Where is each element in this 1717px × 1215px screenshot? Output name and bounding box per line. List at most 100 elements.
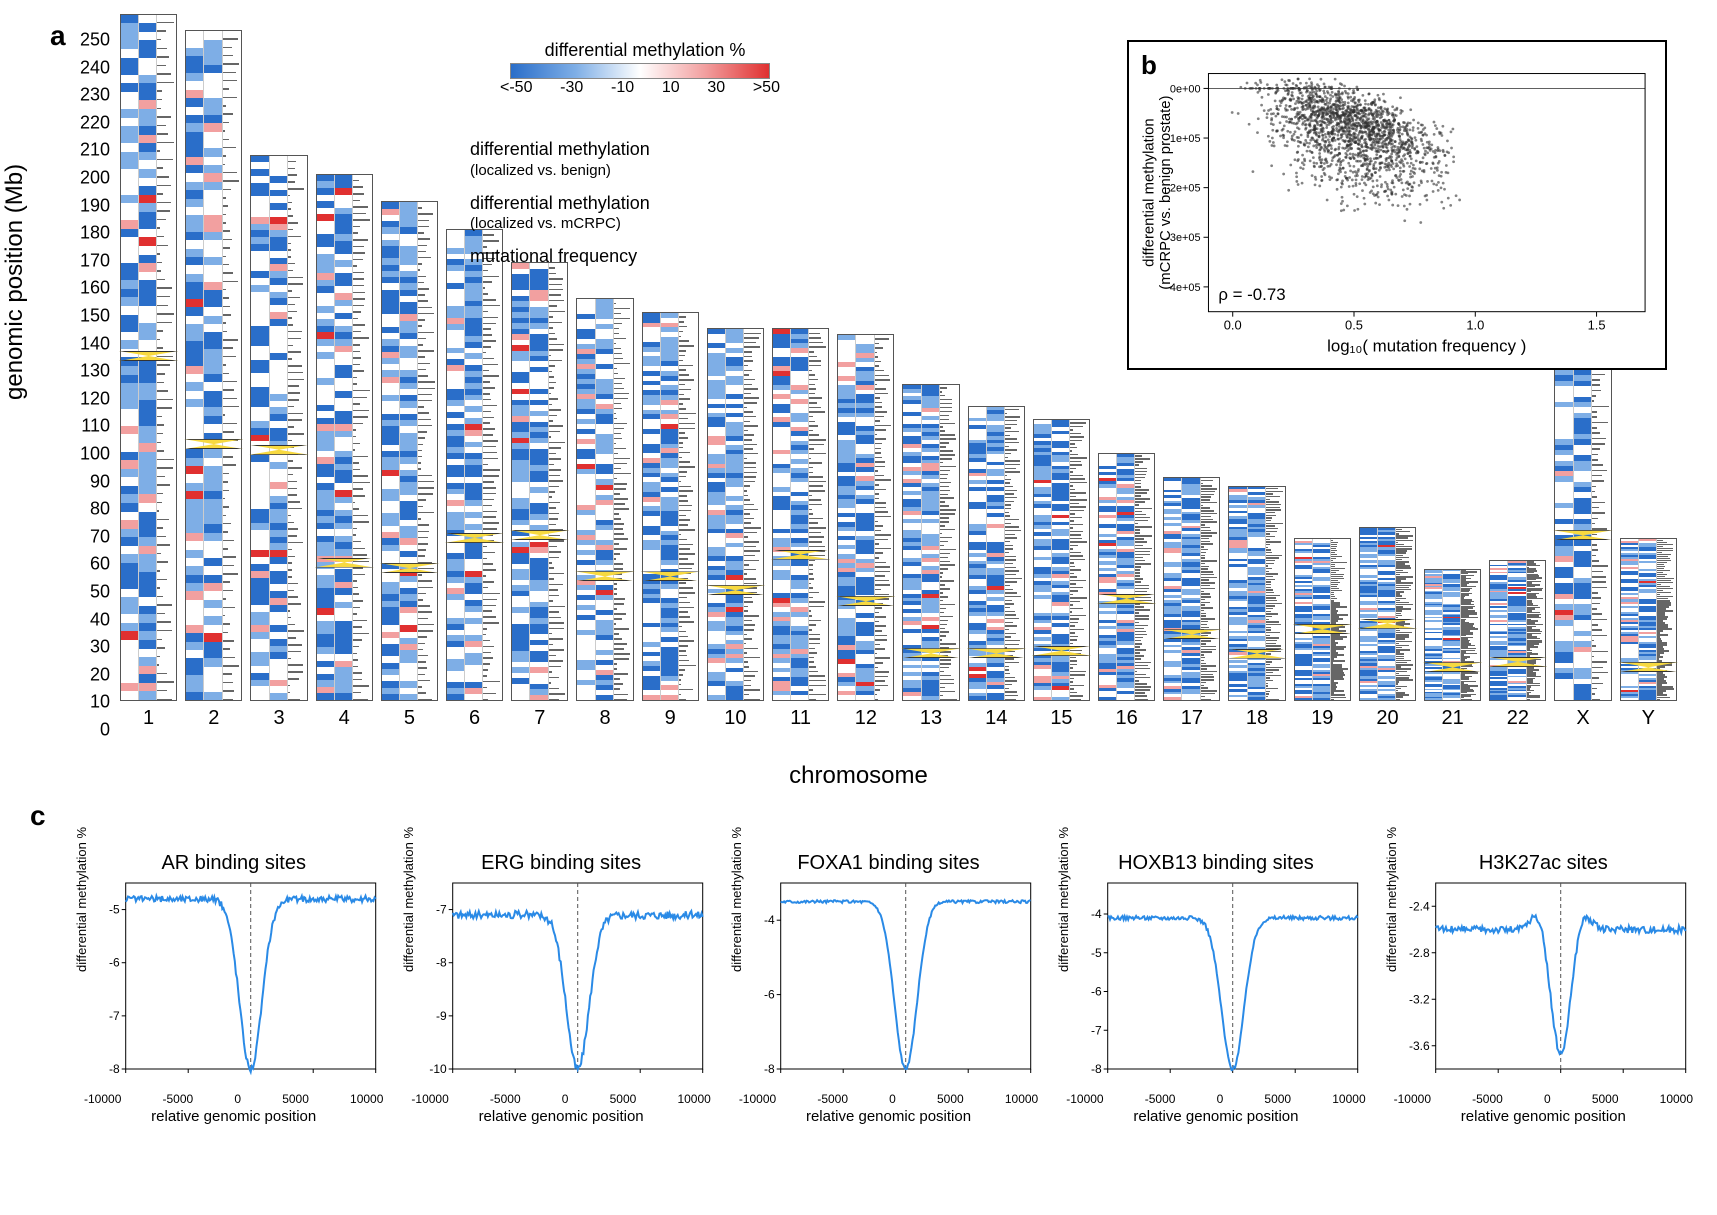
figure-root: a genomic position (Mb) 0102030405060708… (20, 20, 1697, 1132)
y-tick: 250 (70, 30, 110, 51)
heatmap-track (1490, 561, 1508, 700)
y-tick: 120 (70, 388, 110, 409)
svg-text:-8: -8 (436, 956, 447, 970)
svg-text:differential methylation(mCRPC: differential methylation(mCRPC vs. benig… (1141, 95, 1173, 289)
mini-svg: -2.4-2.8-3.2-3.6 (1390, 877, 1697, 1087)
chromosome-14: 14 (968, 406, 1025, 730)
mini-y-label: differential methylation % (729, 827, 744, 972)
chromosome-19: 19 (1294, 538, 1351, 730)
chromosome-label: 4 (339, 707, 350, 730)
svg-text:0.0: 0.0 (1224, 318, 1242, 333)
mini-plot-1: ERG binding sitesdifferential methylatio… (407, 852, 714, 1132)
chromosome-label: Y (1642, 707, 1655, 730)
colorbar-tick: -30 (560, 79, 583, 97)
chromosome-label: 12 (855, 707, 877, 730)
svg-text:-4: -4 (1091, 907, 1102, 921)
chromosome-8: 8 (576, 298, 633, 730)
mini-x-ticks: -10000-50000500010000 (407, 1092, 714, 1106)
y-tick: 80 (70, 499, 110, 520)
chromosome-label: X (1576, 707, 1589, 730)
mutation-track (1461, 570, 1480, 700)
heatmap-track (447, 230, 465, 700)
heatmap-track (596, 299, 614, 700)
heatmap-track (512, 263, 530, 700)
y-tick: 130 (70, 361, 110, 382)
heatmap-track (1295, 539, 1313, 700)
colorbar: differential methylation % <-50-30-10103… (510, 40, 780, 97)
heatmap-track (661, 313, 679, 700)
chromosome-label: 22 (1507, 707, 1529, 730)
colorbar-ticks: <-50-30-101030>50 (500, 79, 780, 97)
chromosome-bar (511, 262, 568, 701)
y-tick: 150 (70, 306, 110, 327)
chromosome-7: 7 (511, 262, 568, 730)
chromosome-16: 16 (1098, 453, 1155, 730)
svg-text:-3.2: -3.2 (1409, 992, 1430, 1006)
mini-svg: -5-6-7-8 (80, 877, 387, 1087)
y-tick: 60 (70, 554, 110, 575)
chromosome-bar (707, 328, 764, 701)
mutation-track (1331, 539, 1350, 700)
y-tick: 10 (70, 692, 110, 713)
heatmap-track (465, 230, 483, 700)
chromosome-bar (250, 155, 307, 701)
y-tick: 230 (70, 85, 110, 106)
heatmap-track (186, 31, 204, 700)
scatter-plot: 0.00.51.01.50e+00-1e+05-2e+05-3e+05-4e+0… (1139, 52, 1655, 363)
heatmap-track (1443, 570, 1461, 700)
svg-text:-5: -5 (1091, 946, 1102, 960)
panel-a-y-axis: 0102030405060708090100110120130140150160… (70, 40, 110, 730)
heatmap-track (335, 175, 353, 700)
mini-x-ticks: -10000-50000500010000 (80, 1092, 387, 1106)
mini-x-label: relative genomic position (407, 1108, 714, 1125)
mini-plot-3: HOXB13 binding sitesdifferential methyla… (1062, 852, 1369, 1132)
heatmap-track (1360, 528, 1378, 700)
mutation-track (875, 335, 894, 700)
panel-a: genomic position (Mb) 010203040506070809… (20, 20, 1697, 790)
chromosome-11: 11 (772, 328, 829, 730)
chromosome-bar (316, 174, 373, 701)
heatmap-track (791, 329, 809, 700)
svg-text:-5: -5 (109, 903, 120, 917)
heatmap-track (1639, 539, 1657, 700)
y-tick: 170 (70, 250, 110, 271)
mutation-track (157, 15, 176, 700)
heatmap-track (1182, 478, 1200, 700)
colorbar-gradient (510, 63, 770, 79)
y-tick: 140 (70, 333, 110, 354)
chromosome-label: 14 (985, 707, 1007, 730)
chromosome-label: 18 (1246, 707, 1268, 730)
heatmap-track (1229, 487, 1247, 700)
chromosome-9: 9 (642, 312, 699, 730)
chromosome-bar (902, 384, 959, 701)
chromosome-label: 7 (534, 707, 545, 730)
heatmap-track (1248, 487, 1266, 700)
mini-y-label: differential methylation % (401, 827, 416, 972)
chromosome-label: 2 (208, 707, 219, 730)
chromosome-bar (576, 298, 633, 701)
y-tick: 220 (70, 112, 110, 133)
heatmap-track (204, 31, 222, 700)
heatmap-track (1164, 478, 1182, 700)
chromosome-label: 1 (143, 707, 154, 730)
chromosome-2: 2 (185, 30, 242, 730)
heatmap-track (251, 156, 269, 700)
chromosome-label: 17 (1181, 707, 1203, 730)
chromosome-22: 22 (1489, 560, 1546, 730)
y-tick: 240 (70, 57, 110, 78)
mini-x-label: relative genomic position (1062, 1108, 1369, 1125)
heatmap-track (726, 329, 744, 700)
chromosome-bar (1489, 560, 1546, 701)
y-tick: 0 (70, 720, 110, 741)
colorbar-tick: -10 (611, 79, 634, 97)
chromosome-label: 21 (1442, 707, 1464, 730)
chromosome-10: 10 (707, 328, 764, 730)
heatmap-track (1425, 570, 1443, 700)
chromosome-bar (1620, 538, 1677, 701)
chromosome-12: 12 (837, 334, 894, 730)
svg-text:-6: -6 (764, 988, 775, 1002)
track-annotation: differential methylation(localized vs. b… (470, 140, 650, 180)
mini-svg: -4-5-6-7-8 (1062, 877, 1369, 1087)
chromosome-label: 8 (599, 707, 610, 730)
y-tick: 110 (70, 416, 110, 437)
